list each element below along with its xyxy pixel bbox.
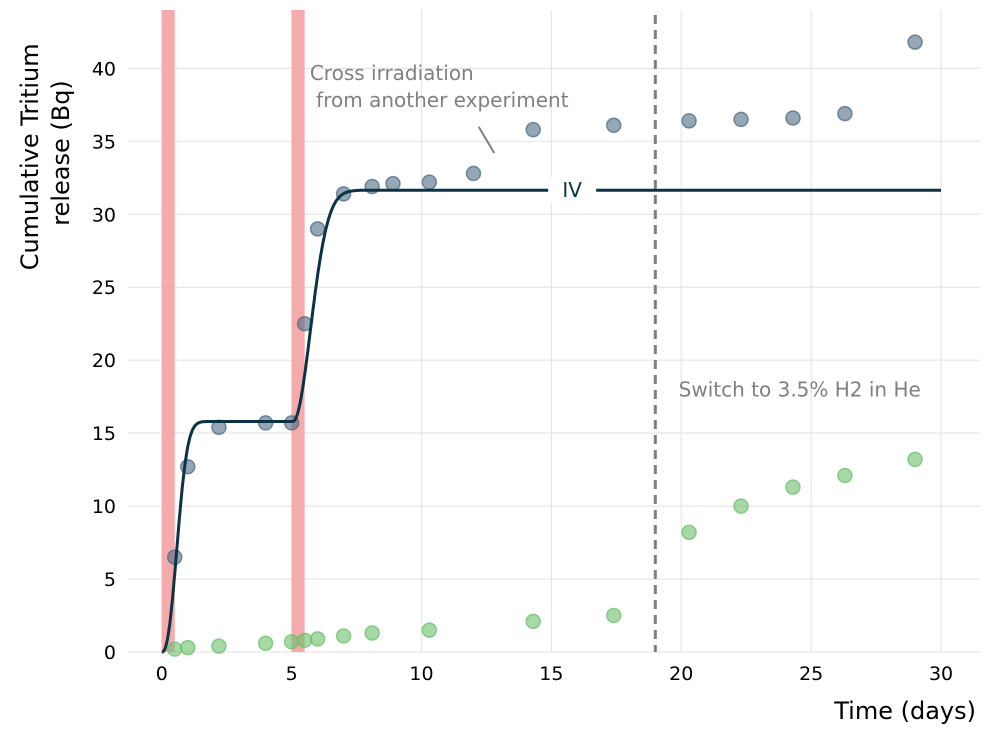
series-green-point xyxy=(681,524,697,541)
series-green-point xyxy=(211,638,227,654)
y-axis-ticks: 0 5 10 15 20 25 30 35 40 xyxy=(92,58,116,664)
irradiation-band-1 xyxy=(161,10,175,652)
model-label-background xyxy=(548,177,597,204)
data-points xyxy=(167,34,923,657)
annotation-1: Cross irradiation from another experimen… xyxy=(310,61,569,112)
x-axis-title: Time (days) xyxy=(833,697,976,725)
series-green-point xyxy=(296,632,313,649)
y-axis-title: Cumulative Tritium release (Bq) xyxy=(16,36,75,271)
y-tick-label-5: 5 xyxy=(104,569,116,591)
x-tick-label-30: 30 xyxy=(929,663,953,685)
series-gray-point xyxy=(605,117,622,134)
series-gray-point xyxy=(907,34,923,50)
y-axis-title-line-1: Cumulative Tritium xyxy=(16,43,44,270)
y-tick-label-20: 20 xyxy=(92,350,116,372)
x-tick-label-15: 15 xyxy=(539,663,563,685)
series-green-point xyxy=(309,631,326,647)
x-tick-label-5: 5 xyxy=(286,663,298,685)
y-tick-label-30: 30 xyxy=(92,204,116,226)
series-gray-point xyxy=(681,113,697,129)
series-gray-point xyxy=(421,174,438,190)
series-gray-point xyxy=(785,110,801,126)
irradiation-windows xyxy=(161,10,305,652)
series-green-point xyxy=(179,639,196,656)
annotation-1-line-1: Cross irradiation xyxy=(310,61,474,85)
x-tick-label-0: 0 xyxy=(156,663,168,685)
series-green-point xyxy=(525,613,541,630)
series-green-point xyxy=(837,467,853,484)
annotation-2-line-1: Switch to 3.5% H2 in He xyxy=(679,378,921,402)
y-axis-title-line-2: release (Bq) xyxy=(47,80,75,226)
x-axis-ticks: 0 5 10 15 20 25 30 xyxy=(156,663,953,685)
x-tick-label-10: 10 xyxy=(409,663,433,685)
y-tick-label-0: 0 xyxy=(104,642,116,664)
annotation-2: Switch to 3.5% H2 in He xyxy=(679,378,921,402)
x-tick-label-25: 25 xyxy=(799,663,823,685)
series-green-point xyxy=(364,625,380,641)
series-green-point xyxy=(421,622,438,638)
y-tick-label-25: 25 xyxy=(92,277,116,299)
series-gray-point xyxy=(837,105,853,122)
series-gray-point xyxy=(465,165,482,182)
y-tick-label-15: 15 xyxy=(92,423,116,445)
series-green-point xyxy=(283,634,300,650)
series-green-point xyxy=(733,498,749,514)
series-green-point xyxy=(907,451,923,468)
y-tick-label-40: 40 xyxy=(92,58,116,80)
series-green-point xyxy=(257,635,274,651)
model-label-iv: IV xyxy=(562,178,582,202)
grid xyxy=(128,10,980,653)
annotation-1-pointer xyxy=(477,126,496,154)
y-tick-label-10: 10 xyxy=(92,496,116,518)
series-green-point xyxy=(335,628,352,644)
annotations: Cross irradiation from another experimen… xyxy=(310,61,921,402)
series-gray-point xyxy=(385,175,401,192)
series-gray-point xyxy=(309,221,326,237)
irradiation-band-2 xyxy=(291,10,305,652)
series-green-point xyxy=(167,641,183,657)
series-gray-point xyxy=(733,111,749,128)
series-green-point xyxy=(605,607,622,624)
y-tick-label-35: 35 xyxy=(92,131,116,153)
series-green-point xyxy=(785,479,801,495)
annotation-1-line-2: from another experiment xyxy=(310,88,569,112)
x-tick-label-20: 20 xyxy=(669,663,693,685)
model-curve-iv: IV xyxy=(161,177,941,654)
series-gray-point xyxy=(525,121,541,138)
